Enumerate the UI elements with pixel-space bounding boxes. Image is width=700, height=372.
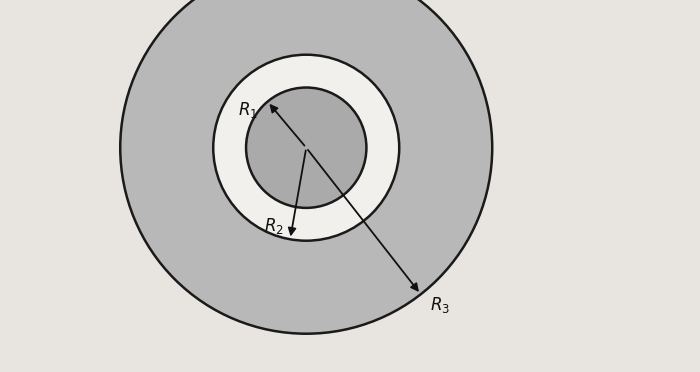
Text: $R_3$: $R_3$: [430, 295, 451, 315]
Text: $R_2$: $R_2$: [264, 216, 284, 236]
Circle shape: [214, 55, 399, 241]
Text: $R_1$: $R_1$: [238, 100, 258, 121]
Circle shape: [120, 0, 492, 334]
Circle shape: [246, 87, 366, 208]
